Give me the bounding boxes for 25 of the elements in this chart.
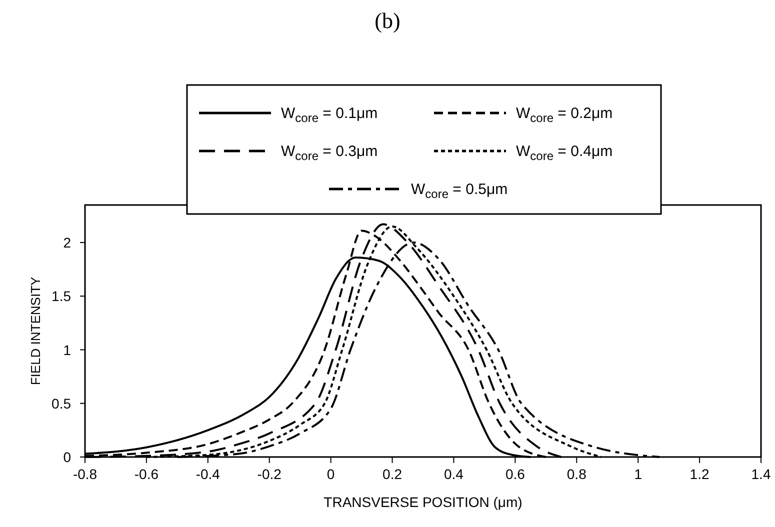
y-tick-label: 1.5 (52, 288, 72, 304)
x-tick-label: 1.2 (690, 466, 710, 482)
x-tick-label: 0.6 (505, 466, 526, 482)
legend-label: W$_{core}$ = 0.3μm (281, 143, 378, 163)
x-tick-label: -0.4 (196, 466, 220, 482)
y-axis-title: FIELD INTENSITY (28, 276, 43, 386)
x-tick-label: 0 (326, 466, 335, 482)
y-tick-label: 1 (63, 342, 72, 358)
legend-label: W$_{core}$ = 0.5μm (411, 181, 508, 201)
x-tick-label: 1 (634, 466, 642, 482)
x-axis-title: TRANSVERSE POSITION (μm) (324, 494, 522, 510)
x-tick-label: -0.8 (72, 466, 98, 482)
chart-title: (b) (374, 8, 400, 33)
y-tick-label: 2 (63, 234, 72, 251)
x-tick-label: 0.4 (444, 466, 464, 482)
x-tick-label: 0.8 (566, 466, 587, 482)
legend-label: W$_{core}$ = 0.2μm (516, 105, 613, 125)
legend-label: W$_{core}$ = 0.4μm (516, 143, 613, 163)
x-tick-label: -0.2 (257, 466, 282, 482)
x-tick-label: 0.2 (382, 466, 402, 482)
x-tick-label: 1.4 (751, 466, 771, 482)
legend-label: W$_{core}$ = 0.1μm (281, 105, 378, 125)
y-tick-label: 0.5 (52, 395, 72, 412)
y-tick-label: 0 (63, 449, 72, 465)
x-tick-label: -0.6 (134, 466, 159, 482)
